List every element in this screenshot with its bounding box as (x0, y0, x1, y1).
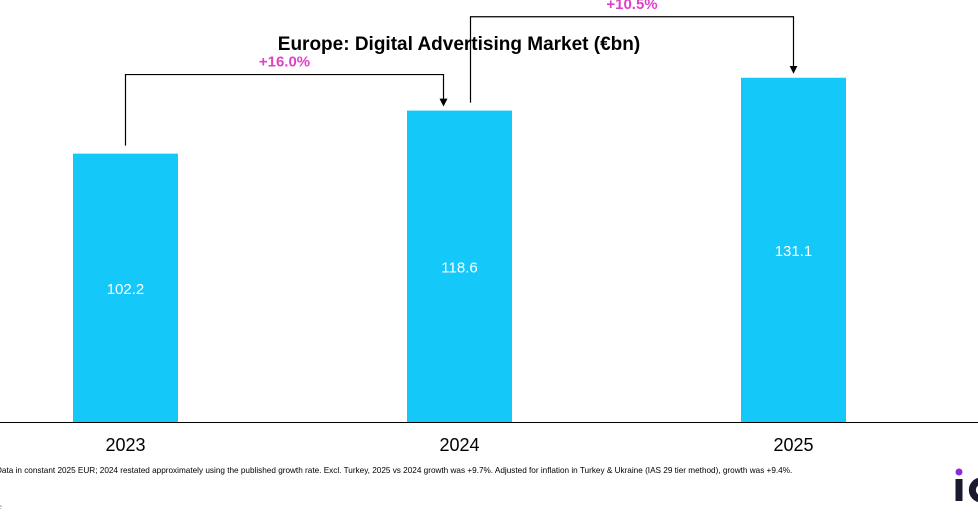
iab-logo-icon (955, 468, 978, 502)
logo-c (968, 478, 978, 502)
bar-2024 (407, 110, 512, 422)
x-tick-label: 2023 (105, 435, 145, 455)
growth-label: +10.5% (606, 0, 657, 13)
growth-label: +16.0% (259, 54, 310, 71)
footnote: Data in constant 2025 EUR; 2024 restated… (0, 466, 793, 475)
bar-value-label: 102.2 (107, 281, 145, 298)
bar-2025 (741, 77, 846, 422)
bar-value-label: 131.1 (775, 243, 813, 260)
growth-connector (469, 16, 798, 103)
bar-2023 (73, 153, 178, 422)
bar-value-label: 118.6 (441, 259, 477, 276)
source-fragment: e (0, 504, 2, 511)
logo-dot (955, 468, 963, 476)
growth-connector (124, 73, 448, 146)
chart-title: Europe: Digital Advertising Market (€bn) (277, 34, 641, 55)
logo-stem (955, 479, 963, 501)
x-tick-label: 2025 (773, 435, 813, 455)
x-tick-label: 2024 (439, 435, 479, 455)
